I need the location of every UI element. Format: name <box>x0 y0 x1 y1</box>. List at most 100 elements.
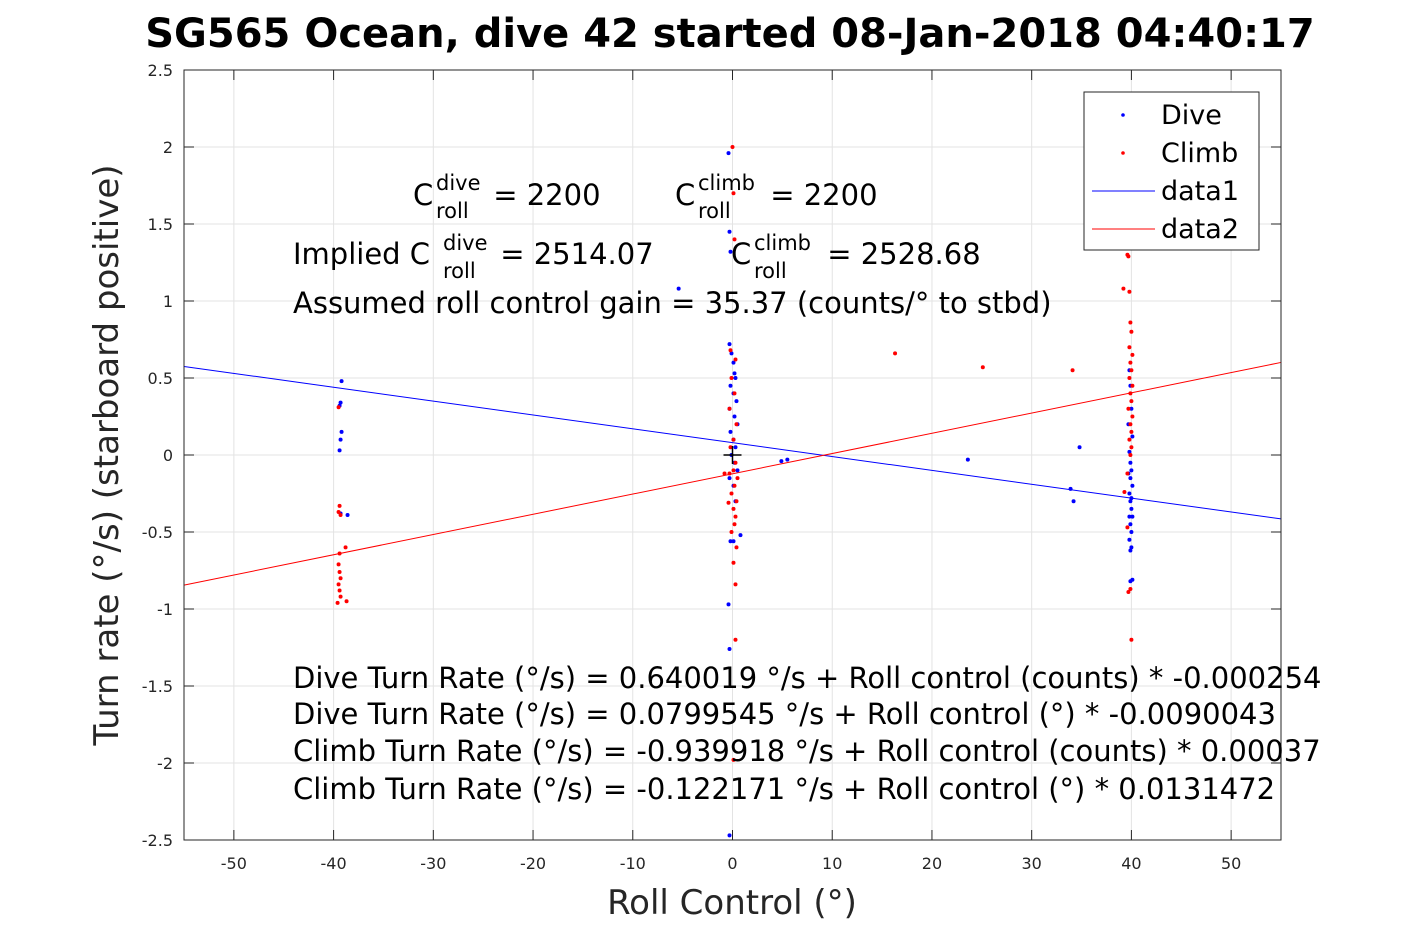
climb-point <box>337 570 342 575</box>
climb-point <box>338 576 343 581</box>
climb-point <box>1129 445 1134 450</box>
dive-point <box>1127 449 1132 454</box>
climb-point <box>1130 352 1135 357</box>
climb-point <box>1129 429 1134 434</box>
climb-point <box>732 391 737 396</box>
climb-point <box>1129 329 1134 334</box>
climb-point <box>732 522 737 527</box>
climb-point <box>893 351 898 356</box>
legend: Dive Climb data1 data2 <box>1083 91 1260 251</box>
dive-point <box>1127 514 1132 519</box>
dive-point <box>731 360 736 365</box>
dive-point <box>676 286 681 291</box>
plot-frame <box>183 69 1282 841</box>
climb-point <box>1129 637 1134 642</box>
climb-point <box>1125 525 1130 530</box>
climb-point <box>1122 489 1127 494</box>
dive-point <box>779 459 784 464</box>
dive-point <box>338 437 343 442</box>
climb-point <box>733 637 738 642</box>
x-tick-label: -30 <box>420 854 446 873</box>
fit-lines <box>183 361 1282 586</box>
climb-point <box>1125 471 1130 476</box>
implied-climb-sup: climb <box>754 231 811 255</box>
implied-climb-base: C <box>731 237 751 271</box>
climb-point <box>1128 320 1133 325</box>
dive-point <box>1128 579 1133 584</box>
dive-point <box>338 400 343 405</box>
origin-marker <box>723 446 742 464</box>
y-tick-label: -0.5 <box>142 523 173 542</box>
climb-point <box>731 437 736 442</box>
annotations: C dive roll = 2200 C climb roll = 2200 I… <box>293 171 1321 806</box>
dive-point <box>727 833 732 838</box>
x-tick-label: -50 <box>221 854 247 873</box>
climb-equation-degrees: Climb Turn Rate (°/s) = -0.122171 °/s + … <box>293 772 1275 806</box>
gain-annotation: Assumed roll control gain = 35.37 (count… <box>293 286 1052 320</box>
climb-point <box>1129 399 1134 404</box>
climb-point <box>335 600 340 605</box>
climb-point <box>731 191 736 196</box>
dive-point <box>726 602 731 607</box>
climb-point <box>729 530 734 534</box>
climb-point <box>733 357 738 362</box>
dive-point <box>1128 460 1133 465</box>
climb-point <box>1128 453 1133 457</box>
dive-point <box>727 476 732 481</box>
climb-point <box>336 562 341 567</box>
x-tick-label: 40 <box>1121 854 1141 873</box>
dive-point <box>1077 445 1082 450</box>
climb-point <box>730 145 735 149</box>
climb-point <box>734 422 739 427</box>
c-roll-dive-sub: roll <box>436 199 469 223</box>
dive-point <box>965 457 970 462</box>
dive-point <box>727 229 732 234</box>
climb-point <box>1128 422 1133 427</box>
climb-point <box>729 491 734 496</box>
climb-point <box>1126 590 1131 595</box>
climb-point <box>1129 368 1134 373</box>
x-tick-label: 50 <box>1221 854 1241 873</box>
dive-point <box>729 351 734 356</box>
legend-climb-marker <box>1121 151 1125 155</box>
dive-point <box>1129 496 1134 501</box>
y-axis-ticks: -2.5 -2 -1.5 -1 -0.5 0 0.5 1 1.5 2 2.5 <box>142 61 1281 850</box>
climb-point <box>1130 414 1135 419</box>
climb-point <box>980 365 985 370</box>
dive-point <box>1129 406 1134 411</box>
c-roll-climb-value: = 2200 <box>761 178 878 212</box>
climb-point <box>1070 368 1075 373</box>
climb-point <box>338 594 343 599</box>
dive-point <box>1127 491 1132 496</box>
dive-point <box>1130 434 1135 439</box>
legend-box <box>1083 91 1260 251</box>
dive-point <box>1128 499 1133 504</box>
climb-point <box>337 551 342 556</box>
climb-point <box>731 506 736 511</box>
climb-point <box>337 503 342 508</box>
legend-data2-label: data2 <box>1161 214 1239 245</box>
dive-point <box>738 533 743 538</box>
data1-fit-line <box>183 365 1282 520</box>
climb-point <box>336 582 341 587</box>
climb-point <box>1128 391 1133 396</box>
dive-point <box>1129 506 1134 511</box>
legend-dive-label: Dive <box>1161 100 1222 131</box>
climb-point <box>727 406 732 411</box>
climb-point <box>1121 286 1126 291</box>
dive-point <box>1071 499 1076 504</box>
dive-point <box>1128 548 1133 553</box>
dive-point <box>339 429 344 434</box>
dive-point <box>731 539 736 544</box>
x-tick-label: 20 <box>922 854 942 873</box>
c-roll-climb-base: C <box>675 178 695 212</box>
dive-point <box>345 513 350 518</box>
y-tick-label: 2 <box>163 138 173 157</box>
implied-climb-value: = 2528.68 <box>818 237 981 271</box>
climb-point <box>338 513 343 518</box>
y-tick-label: 0.5 <box>148 369 173 388</box>
climb-point <box>337 588 342 593</box>
climb-point <box>732 237 737 242</box>
climb-point <box>735 476 740 481</box>
